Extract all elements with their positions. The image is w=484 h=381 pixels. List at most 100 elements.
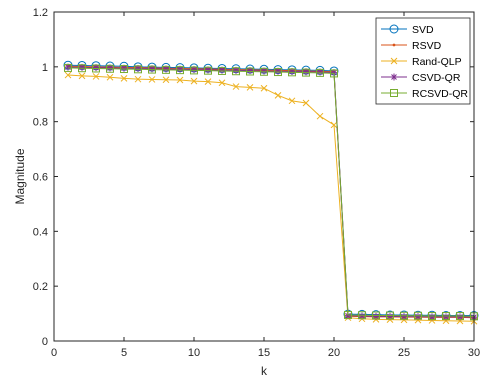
data-point: [456, 312, 464, 321]
legend: SVD RSVD Rand-QLP CSVD-QR RCSVD-QR: [375, 17, 471, 105]
data-point: [260, 67, 268, 75]
legend-item: RCSVD-QR: [381, 88, 468, 100]
y-tick-label: 0.4: [33, 226, 48, 238]
data-point: [204, 78, 212, 85]
legend-item: SVD: [381, 24, 434, 36]
data-point: [344, 312, 352, 320]
x-tick-label: 0: [51, 347, 57, 359]
legend-label: Rand-QLP: [412, 56, 462, 68]
data-point: [442, 313, 450, 321]
data-point: [218, 66, 226, 75]
y-tick-label: 0: [42, 336, 48, 348]
data-point: [372, 312, 380, 320]
data-point: [274, 67, 282, 75]
data-point: [204, 66, 212, 74]
data-point: [330, 69, 338, 78]
data-point: [78, 63, 86, 71]
x-axis-label: k: [261, 364, 268, 378]
data-point: [176, 66, 184, 75]
legend-marker: [390, 89, 398, 97]
data-point: [148, 65, 156, 74]
series-line: [67, 74, 475, 322]
data-point: [400, 313, 408, 321]
data-point: [274, 68, 282, 77]
data-point: [162, 65, 170, 73]
data-point: [204, 66, 212, 75]
data-point: [92, 73, 100, 80]
legend-item: Rand-QLP: [381, 56, 462, 68]
data-point: [302, 68, 310, 76]
data-point: [302, 68, 310, 77]
data-point: [148, 76, 156, 83]
x-tick-label: 30: [468, 347, 480, 359]
x-tick-label: 25: [398, 347, 410, 359]
data-point: [190, 66, 198, 75]
y-axis-label: Magnitude: [13, 148, 27, 204]
data-point: [386, 312, 394, 320]
data-point: [428, 313, 436, 321]
data-point: [134, 75, 142, 83]
data-point: [260, 84, 268, 92]
data-point: [246, 67, 254, 76]
data-point: [288, 97, 296, 105]
data-point: [358, 311, 366, 320]
data-point: [148, 65, 156, 73]
data-point: [316, 68, 324, 77]
data-point: [456, 313, 464, 321]
plot-marks: [63, 60, 479, 325]
legend-label: CSVD-QR: [412, 72, 461, 84]
legend-marker: [390, 73, 398, 81]
data-point: [288, 67, 296, 75]
data-point: [106, 64, 114, 73]
data-point: [78, 72, 86, 80]
data-point: [92, 64, 100, 72]
axes: 0 5 10 15 20 25 30 0 0.2 0.4 0.6 0.8 1 1.2: [33, 7, 480, 359]
y-tick-label: 0.8: [33, 117, 48, 129]
data-point: [232, 67, 240, 76]
data-point: [274, 91, 282, 99]
x-tick-label: 15: [258, 347, 270, 359]
data-point: [246, 84, 254, 91]
y-tick-label: 0.6: [33, 172, 48, 184]
data-point: [176, 76, 184, 84]
data-point: [120, 64, 128, 72]
data-point: [428, 312, 436, 321]
y-tick-label: 0.2: [33, 281, 48, 293]
series-line: [67, 66, 475, 318]
data-point: [246, 67, 254, 75]
series-line: [67, 67, 475, 317]
data-point: [288, 68, 296, 77]
data-point: [134, 65, 142, 74]
series-5: [64, 63, 478, 321]
legend-marker: [390, 57, 398, 65]
data-point: [260, 67, 268, 76]
series-3: [64, 71, 478, 325]
data-point: [316, 112, 324, 120]
y-tick-label: 1: [42, 62, 48, 74]
data-point: [442, 312, 450, 321]
data-point: [218, 79, 226, 87]
data-point: [232, 66, 240, 74]
data-point: [176, 65, 184, 73]
data-point: [92, 64, 100, 73]
x-tick-label: 20: [328, 347, 340, 359]
data-point: [372, 311, 380, 320]
data-point: [386, 311, 394, 320]
data-point: [64, 63, 72, 71]
legend-item: CSVD-QR: [381, 72, 461, 84]
data-point: [64, 63, 72, 72]
data-point: [302, 99, 310, 107]
data-point: [218, 66, 226, 74]
legend-item: RSVD: [381, 40, 442, 52]
data-point: [190, 77, 198, 85]
x-tick-label: 10: [188, 347, 200, 359]
data-point: [78, 64, 86, 73]
data-point: [316, 68, 324, 76]
data-point: [106, 64, 114, 72]
x-tick-label: 5: [121, 347, 127, 359]
legend-label: SVD: [412, 24, 434, 36]
y-tick-label: 1.2: [33, 7, 48, 19]
data-point: [330, 121, 338, 129]
data-point: [414, 313, 422, 321]
